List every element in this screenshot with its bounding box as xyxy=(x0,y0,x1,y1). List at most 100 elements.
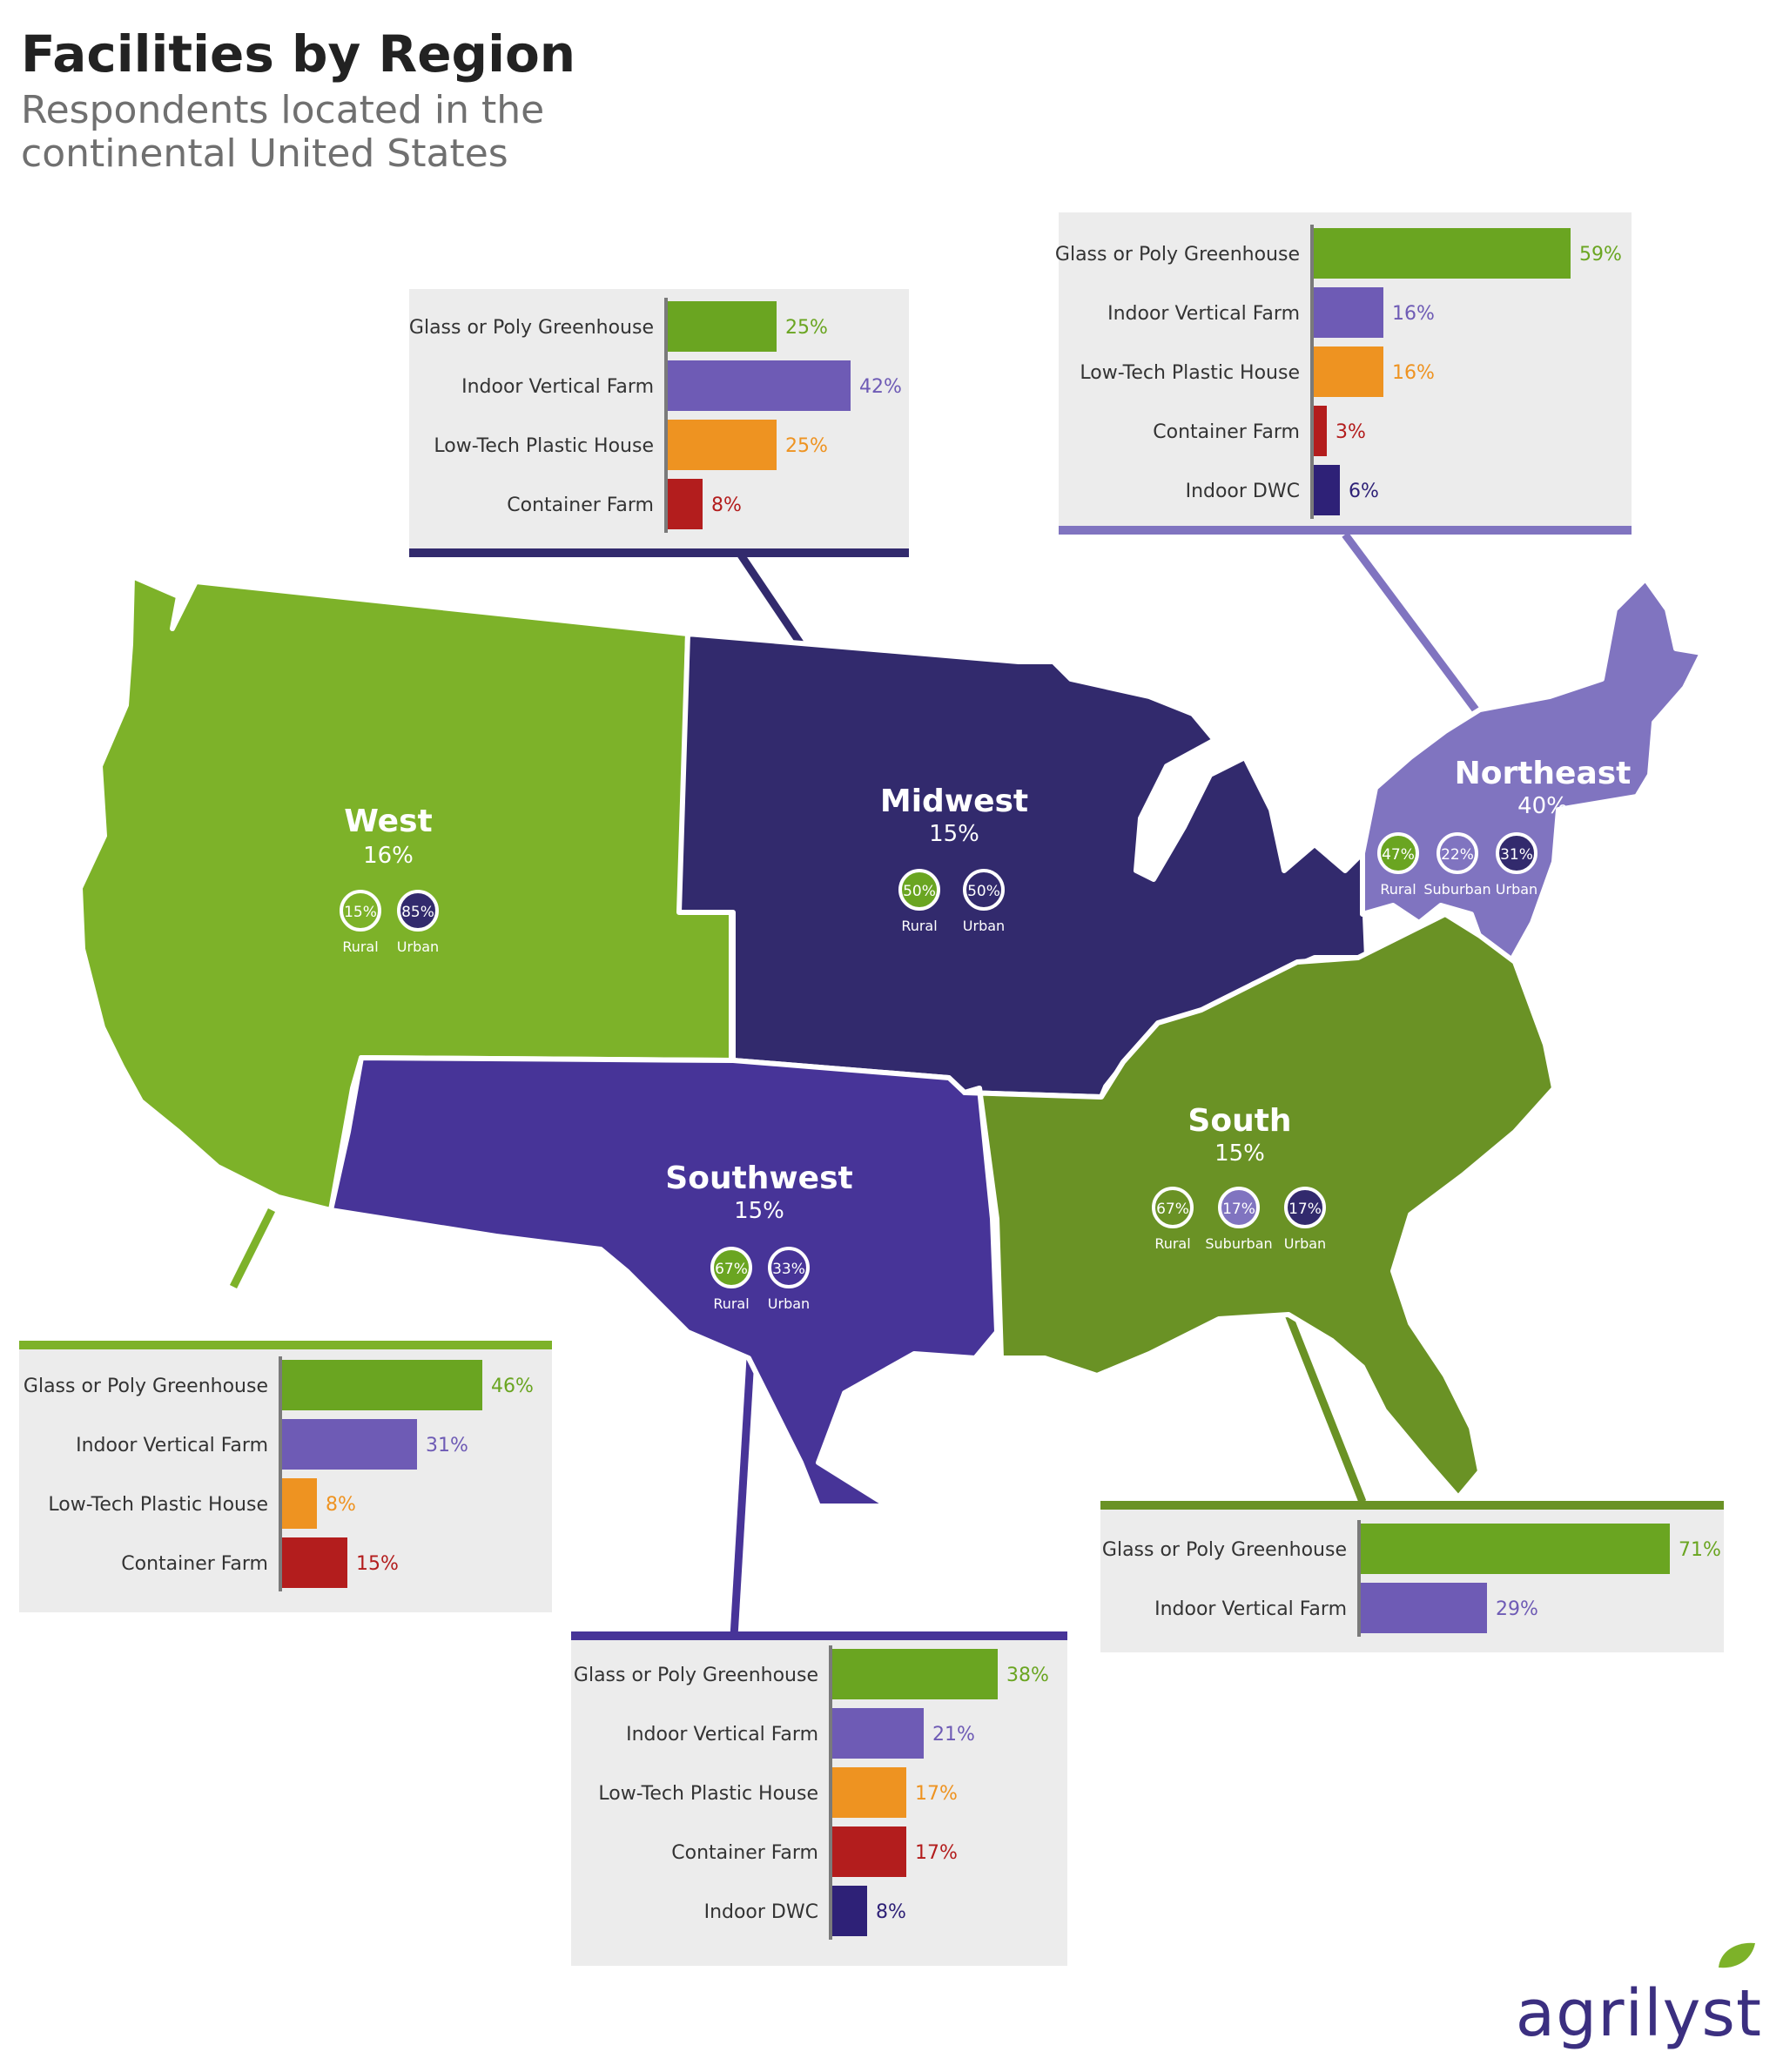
badge-value: 85% xyxy=(401,904,434,921)
badge-value: 50% xyxy=(967,883,1000,900)
northeast-share: 40% xyxy=(1517,793,1568,819)
bar-category-label: Glass or Poly Greenhouse xyxy=(24,1376,268,1397)
badge-value: 17% xyxy=(1222,1201,1255,1218)
bar-category-label: Low-Tech Plastic House xyxy=(598,1783,818,1805)
badge-label: Suburban xyxy=(1205,1235,1272,1252)
bar-value-label: 38% xyxy=(1006,1665,1049,1686)
bar-value-label: 17% xyxy=(915,1783,958,1805)
south-connector xyxy=(1284,1313,1367,1504)
bar-chart-panels: Glass or Poly Greenhouse 25% Indoor Vertic… xyxy=(19,212,1724,1966)
page-title: Facilities by Region xyxy=(21,24,576,84)
southwest-connector xyxy=(730,1357,755,1638)
bar xyxy=(1314,228,1571,279)
midwest-bar-chart: Glass or Poly Greenhouse 25% Indoor Vertic… xyxy=(409,289,909,557)
badge-label: Rural xyxy=(901,918,937,934)
bar xyxy=(282,1419,417,1470)
bar-category-label: Indoor Vertical Farm xyxy=(461,376,654,398)
south-badge-suburban: 17% Suburban xyxy=(1205,1187,1273,1252)
west-label: West 16% xyxy=(344,804,432,869)
midwest-connector xyxy=(737,551,804,647)
badge-circle xyxy=(768,1247,810,1288)
badge-value: 17% xyxy=(1288,1201,1322,1218)
bar-value-label: 31% xyxy=(426,1435,468,1456)
bar-value-label: 16% xyxy=(1392,362,1435,384)
west-badge-rural: 15% Rural xyxy=(340,890,381,955)
location-badges: 15% Rural 85% Urban 50% Rural 50% Urban 47% Rural… xyxy=(340,832,1537,1312)
south-bar-chart: Glass or Poly Greenhouse 71% Indoor Vertic… xyxy=(1100,1501,1724,1652)
badge-label: Suburban xyxy=(1423,881,1490,898)
bar xyxy=(668,479,703,529)
northeast-badge-rural: 47% Rural xyxy=(1377,832,1419,898)
northeast-badge-urban: 31% Urban xyxy=(1496,832,1537,898)
badge-circle xyxy=(898,869,940,911)
bar xyxy=(282,1478,317,1529)
bar-value-label: 71% xyxy=(1679,1539,1721,1561)
southwest-label: Southwest 15% xyxy=(665,1160,852,1224)
bar xyxy=(1314,406,1327,456)
midwest-share: 15% xyxy=(929,821,979,847)
bar-category-label: Indoor Vertical Farm xyxy=(626,1724,818,1746)
bar xyxy=(832,1767,906,1818)
badge-label: Urban xyxy=(397,938,439,955)
northeast-badge-suburban: 22% Suburban xyxy=(1423,832,1491,898)
chart-panel-accent-bar xyxy=(1100,1501,1724,1510)
bar xyxy=(668,360,851,411)
bar-value-label: 42% xyxy=(859,376,902,398)
badge-circle xyxy=(963,869,1005,911)
badge-circle xyxy=(1496,832,1537,874)
bar xyxy=(832,1826,906,1877)
badge-label: Urban xyxy=(768,1295,810,1312)
badge-label: Rural xyxy=(1154,1235,1190,1252)
badge-label: Urban xyxy=(963,918,1005,934)
northeast-label: Northeast 40% xyxy=(1455,756,1632,819)
bar-category-label: Indoor Vertical Farm xyxy=(76,1435,268,1456)
bar-category-label: Glass or Poly Greenhouse xyxy=(409,317,654,339)
badge-value: 50% xyxy=(903,883,936,900)
west-share: 16% xyxy=(363,843,414,869)
bar-value-label: 15% xyxy=(356,1553,399,1575)
midwest-badge-rural: 50% Rural xyxy=(898,869,940,934)
badge-label: Urban xyxy=(1284,1235,1326,1252)
bar-category-label: Low-Tech Plastic House xyxy=(1080,362,1300,384)
southwest-badge-urban: 33% Urban xyxy=(768,1247,810,1312)
bar-category-label: Low-Tech Plastic House xyxy=(434,435,654,457)
bar xyxy=(832,1886,867,1936)
badge-circle xyxy=(1152,1187,1194,1228)
bar-value-label: 25% xyxy=(785,435,828,457)
bar-value-label: 6% xyxy=(1349,481,1379,502)
badge-circle xyxy=(710,1247,752,1288)
bar-category-label: Glass or Poly Greenhouse xyxy=(1055,244,1300,266)
agrilyst-logo: agrilyst xyxy=(1515,1976,1762,2051)
northeast-name: Northeast xyxy=(1455,756,1632,791)
bar xyxy=(668,420,777,470)
bar-category-label: Indoor DWC xyxy=(1186,481,1300,502)
northeast-connector xyxy=(1342,532,1484,718)
bar xyxy=(282,1360,482,1410)
west-bar-chart: Glass or Poly Greenhouse 46% Indoor Vertic… xyxy=(19,1341,552,1612)
bar-value-label: 46% xyxy=(491,1376,534,1397)
bar-value-label: 25% xyxy=(785,317,828,339)
midwest-badge-urban: 50% Urban xyxy=(963,869,1005,934)
badge-circle xyxy=(1436,832,1478,874)
bar xyxy=(832,1708,924,1759)
chart-panel-accent-bar xyxy=(1059,526,1632,535)
bar xyxy=(832,1649,998,1699)
badge-value: 67% xyxy=(1156,1201,1189,1218)
south-share: 15% xyxy=(1214,1140,1265,1167)
bar-value-label: 17% xyxy=(915,1842,958,1864)
badge-label: Rural xyxy=(342,938,378,955)
chart-panel-accent-bar xyxy=(571,1631,1067,1640)
bar-category-label: Indoor Vertical Farm xyxy=(1154,1598,1347,1620)
badge-value: 22% xyxy=(1441,846,1474,864)
south-name: South xyxy=(1188,1103,1291,1139)
badge-value: 47% xyxy=(1382,846,1415,864)
bar xyxy=(282,1537,347,1588)
bar-value-label: 3% xyxy=(1336,421,1366,443)
southwest-badge-rural: 67% Rural xyxy=(710,1247,752,1312)
bar-category-label: Indoor Vertical Farm xyxy=(1107,303,1300,325)
west-region xyxy=(77,574,734,1213)
chart-panel-accent-bar xyxy=(19,1341,552,1349)
bar xyxy=(668,301,777,352)
bar-value-label: 21% xyxy=(932,1724,975,1746)
